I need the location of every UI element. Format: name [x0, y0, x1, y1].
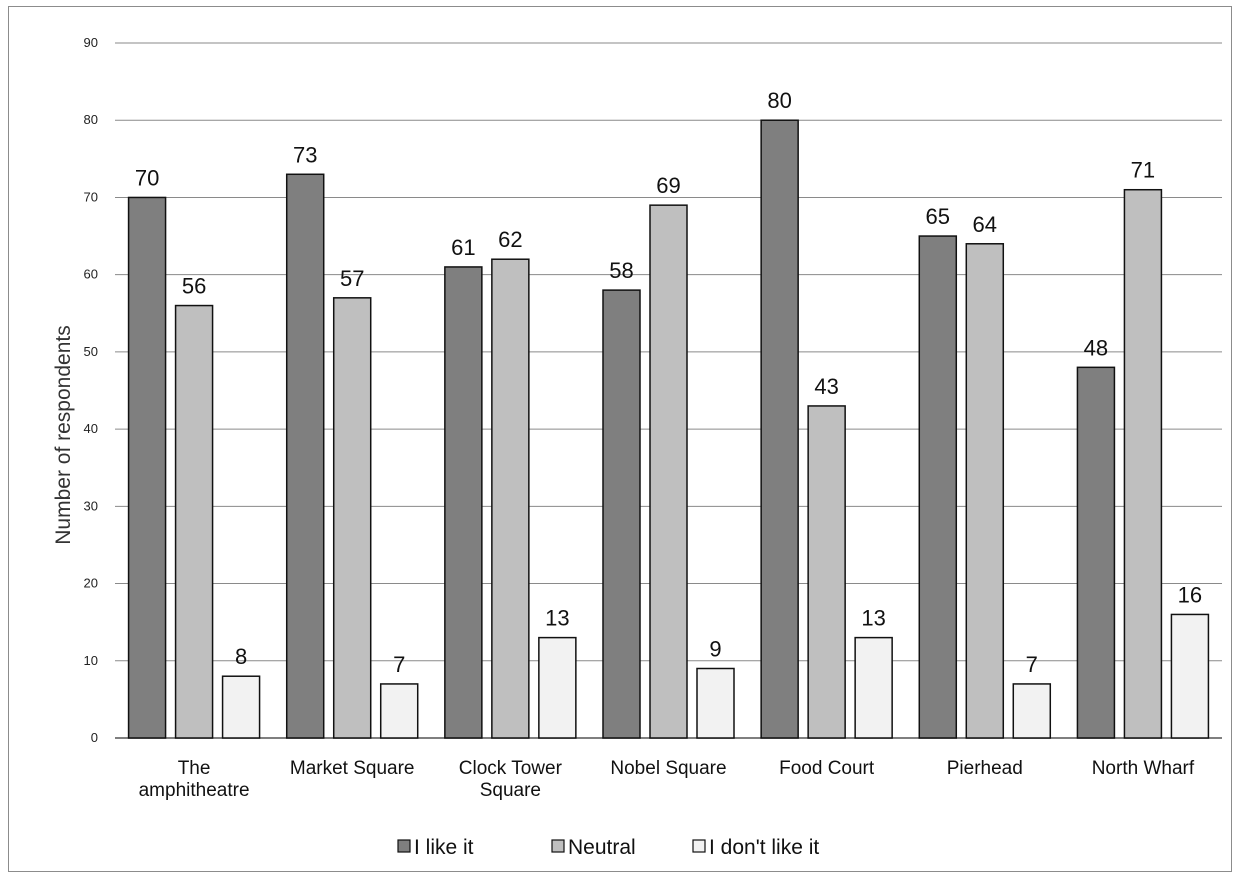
x-category-label: Market Square — [290, 758, 415, 779]
bar — [696, 667, 735, 739]
bar — [1123, 188, 1163, 739]
data-label: 43 — [814, 374, 838, 399]
bar — [174, 304, 214, 739]
bar — [807, 405, 846, 739]
legend: I like it Neutral I don't like it — [397, 836, 819, 859]
y-tick-label: 10 — [84, 653, 98, 668]
y-tick-label: 50 — [84, 344, 98, 359]
data-label: 48 — [1084, 335, 1108, 360]
x-category-label: Square — [480, 780, 541, 801]
data-label: 73 — [293, 142, 317, 167]
bar — [1012, 683, 1052, 739]
y-tick-label: 30 — [84, 498, 98, 513]
data-label: 8 — [235, 644, 247, 669]
data-label: 70 — [135, 165, 159, 190]
data-label: 9 — [709, 637, 721, 662]
bar — [965, 243, 1005, 739]
legend-label: Neutral — [568, 836, 636, 859]
data-label: 56 — [182, 274, 206, 299]
bar — [444, 266, 483, 739]
bar — [538, 636, 577, 739]
data-labels: 70 56 8 73 57 7 61 62 13 58 69 9 80 43 13 65 64 7 48 71 16 — [135, 88, 1202, 677]
bar — [602, 289, 641, 739]
data-label: 61 — [451, 235, 475, 260]
legend-label: I like it — [414, 836, 474, 859]
bar — [127, 196, 167, 739]
data-label: 57 — [340, 266, 364, 291]
data-label: 69 — [656, 173, 680, 198]
x-category-label: Nobel Square — [610, 758, 726, 779]
x-category-label: North Wharf — [1092, 758, 1195, 779]
data-label: 16 — [1178, 582, 1202, 607]
bar — [1076, 366, 1116, 739]
data-label: 13 — [545, 606, 569, 631]
y-tick-label: 80 — [84, 112, 98, 127]
bar — [1170, 613, 1210, 739]
data-label: 13 — [861, 606, 885, 631]
x-category-label: Clock Tower — [459, 758, 563, 779]
y-tick-label: 60 — [84, 267, 98, 282]
bar — [379, 683, 419, 739]
bar — [332, 297, 372, 739]
bar — [491, 258, 530, 739]
bar — [285, 173, 325, 739]
legend-swatch — [397, 839, 411, 853]
bar — [760, 119, 799, 739]
legend-label: I don't like it — [709, 836, 819, 859]
data-label: 58 — [609, 258, 633, 283]
y-tick-label: 0 — [91, 730, 98, 745]
bars — [127, 119, 1210, 739]
bar — [854, 636, 893, 739]
x-category-label: amphitheatre — [139, 780, 250, 801]
data-label: 62 — [498, 227, 522, 252]
x-category-label: The — [178, 758, 211, 779]
y-tick-label: 20 — [84, 576, 98, 591]
bar — [221, 675, 261, 739]
bar — [649, 204, 688, 739]
y-axis-ticks: 0 10 20 30 40 50 60 70 80 90 — [84, 35, 98, 745]
y-tick-label: 70 — [84, 189, 98, 204]
legend-swatch — [551, 839, 565, 853]
y-tick-label: 40 — [84, 421, 98, 436]
data-label: 80 — [767, 88, 791, 113]
data-label: 7 — [393, 652, 405, 677]
y-tick-label: 90 — [84, 35, 98, 50]
bar — [918, 235, 958, 739]
data-label: 71 — [1131, 158, 1155, 183]
data-label: 7 — [1026, 652, 1038, 677]
data-label: 64 — [973, 212, 997, 237]
legend-swatch — [692, 839, 706, 853]
x-category-label: Food Court — [779, 758, 875, 779]
x-category-label: Pierhead — [947, 758, 1023, 779]
data-label: 65 — [926, 204, 950, 229]
y-axis-title: Number of respondents — [52, 325, 75, 544]
